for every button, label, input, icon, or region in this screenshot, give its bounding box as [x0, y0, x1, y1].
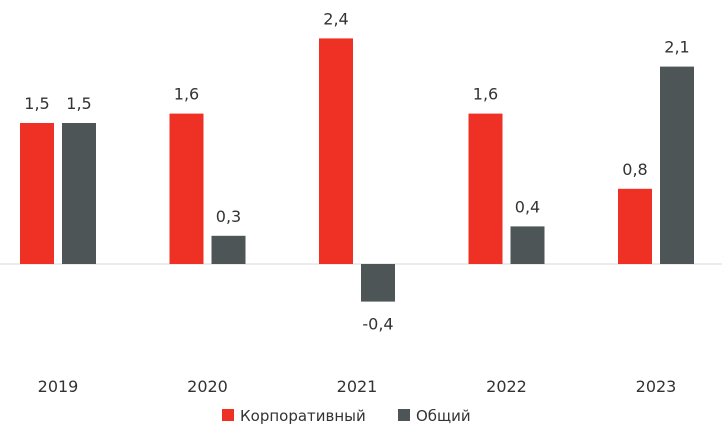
data-label-general-2023: 2,1 — [664, 38, 689, 57]
x-tick-label-2021: 2021 — [337, 377, 378, 396]
bar-corporate-2021 — [319, 38, 353, 265]
bar-general-2019 — [62, 123, 96, 264]
bar-corporate-2019 — [20, 123, 54, 264]
data-label-corporate-2019: 1,5 — [24, 94, 49, 113]
bar-corporate-2023 — [618, 188, 652, 264]
x-tick-label-2020: 2020 — [187, 377, 228, 396]
bar-general-2023 — [660, 66, 694, 264]
bar-corporate-2020 — [169, 113, 204, 264]
data-label-general-2022: 0,4 — [515, 197, 540, 216]
data-label-corporate-2020: 1,6 — [174, 85, 199, 104]
data-label-general-2020: 0,3 — [216, 207, 241, 226]
x-tick-label-2023: 2023 — [636, 377, 677, 396]
x-tick-label-2022: 2022 — [486, 377, 527, 396]
legend-label-general: Общий — [416, 407, 471, 425]
legend-swatch-corporate — [222, 409, 234, 421]
legend-label-corporate: Корпоративный — [240, 407, 366, 425]
bar-general-2021 — [361, 264, 395, 302]
data-label-corporate-2022: 1,6 — [473, 85, 498, 104]
bar-general-2020 — [211, 235, 246, 264]
data-label-general-2021: -0,4 — [362, 315, 393, 334]
legend-swatch-general — [398, 409, 410, 421]
x-tick-label-2019: 2019 — [38, 377, 79, 396]
data-label-corporate-2021: 2,4 — [323, 9, 348, 28]
data-label-corporate-2023: 0,8 — [622, 160, 647, 179]
bar-general-2022 — [510, 226, 545, 264]
bar-corporate-2022 — [468, 113, 503, 264]
data-label-general-2019: 1,5 — [66, 94, 91, 113]
